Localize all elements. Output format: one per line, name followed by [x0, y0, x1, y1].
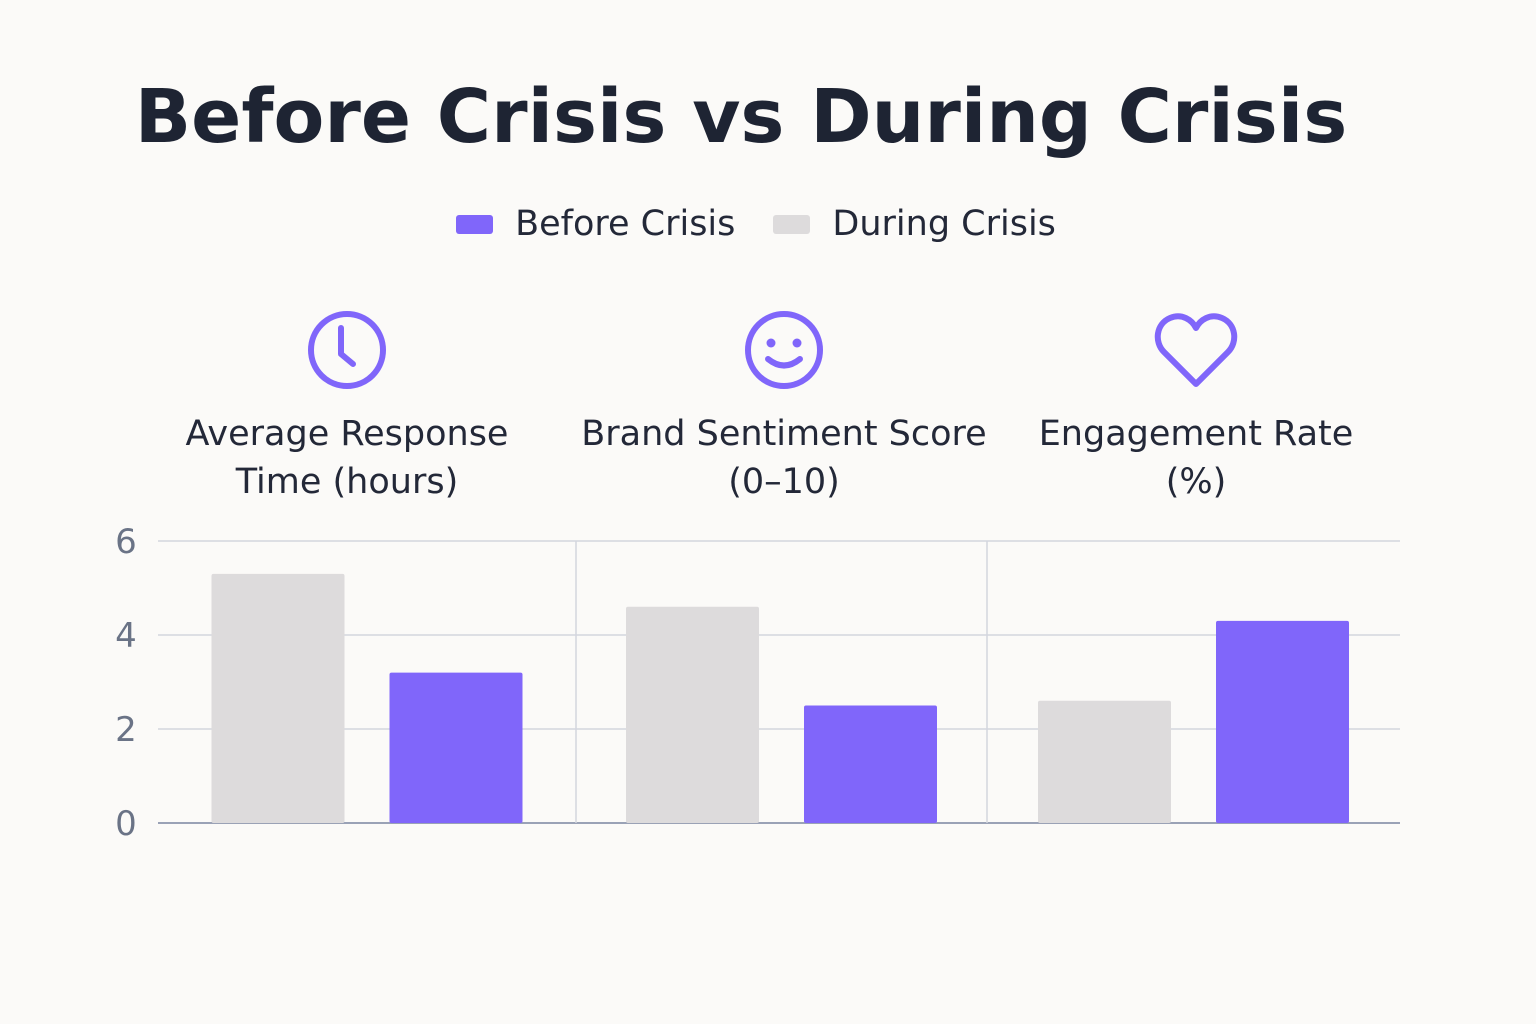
y-tick-label: 6 — [115, 522, 137, 562]
legend: Before Crisis During Crisis — [0, 204, 1512, 244]
y-tick-label: 4 — [115, 616, 137, 656]
legend-item-before-crisis: Before Crisis — [456, 204, 735, 244]
clock-icon — [308, 311, 386, 389]
heart-icon — [1154, 313, 1238, 387]
category-label-line: Brand Sentiment Score — [581, 414, 987, 454]
legend-item-during-crisis: During Crisis — [773, 204, 1056, 244]
legend-swatch-before-crisis — [456, 214, 494, 234]
legend-label-during-crisis: During Crisis — [832, 204, 1056, 244]
bar-during-crisis — [626, 606, 759, 823]
legend-label-before-crisis: Before Crisis — [515, 204, 736, 244]
category-label-line: Engagement Rate — [1038, 414, 1354, 454]
smiley-icon — [745, 311, 823, 389]
category-header-sentiment: Brand Sentiment Score (0–10) — [564, 306, 1004, 506]
bar-during-crisis — [211, 573, 345, 823]
bar-before-crisis — [1216, 620, 1349, 823]
category-header-engagement: Engagement Rate (%) — [976, 306, 1416, 506]
category-label-sentiment: Brand Sentiment Score (0–10) — [564, 410, 1004, 506]
legend-swatch-during-crisis — [773, 214, 811, 234]
chart-title: Before Crisis vs During Crisis — [134, 74, 1348, 160]
y-tick-label: 2 — [115, 710, 137, 750]
category-label-line: (%) — [1165, 462, 1227, 502]
category-header-response-time: Average Response Time (hours) — [127, 306, 567, 506]
category-label-response-time: Average Response Time (hours) — [127, 410, 567, 506]
bar-before-crisis — [389, 672, 523, 823]
y-tick-label: 0 — [115, 804, 137, 844]
category-label-line: Average Response — [185, 414, 509, 454]
bar-before-crisis — [804, 705, 937, 823]
bar-during-crisis — [1038, 700, 1171, 823]
category-label-engagement: Engagement Rate (%) — [976, 410, 1416, 506]
category-label-line: (0–10) — [728, 462, 840, 502]
category-label-line: Time (hours) — [235, 462, 459, 502]
